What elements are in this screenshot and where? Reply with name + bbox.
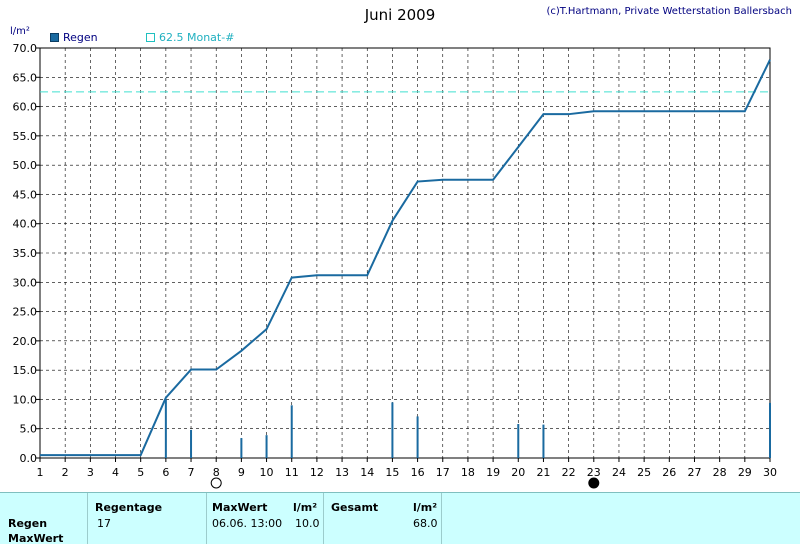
x-tick-label: 24 (612, 466, 626, 479)
rain-bar (164, 399, 167, 458)
maxwert-unit: l/m² (293, 501, 318, 514)
y-tick-label: 0.0 (20, 452, 38, 465)
stats-divider (87, 493, 88, 544)
stats-divider (323, 493, 324, 544)
x-tick-label: 29 (738, 466, 752, 479)
x-tick-label: 7 (188, 466, 195, 479)
y-tick-label: 25.0 (13, 306, 38, 319)
credit-text: (c)T.Hartmann, Private Wetterstation Bal… (546, 6, 792, 17)
x-tick-label: 5 (137, 466, 144, 479)
legend-swatch-regen (50, 33, 59, 42)
x-tick-label: 17 (436, 466, 450, 479)
x-tick-label: 28 (713, 466, 727, 479)
rain-bar (265, 435, 268, 458)
maxwert-label: MaxWert (212, 501, 268, 514)
rain-bar (391, 402, 394, 458)
stats-row-label-regen: Regen (8, 517, 48, 530)
x-tick-label: 15 (385, 466, 399, 479)
y-tick-label: 55.0 (13, 130, 38, 143)
x-tick-label: 6 (162, 466, 169, 479)
y-tick-label: 50.0 (13, 159, 38, 172)
x-tick-label: 19 (486, 466, 500, 479)
legend-label-monat: 62.5 Monat-# (159, 31, 235, 44)
x-tick-label: 4 (112, 466, 119, 479)
x-tick-label: 21 (536, 466, 550, 479)
y-tick-label: 65.0 (13, 71, 38, 84)
chart-title: Juni 2009 (364, 6, 436, 24)
rain-bar (290, 405, 293, 458)
stats-divider (206, 493, 207, 544)
x-tick-label: 13 (335, 466, 349, 479)
rain-chart: 0.0 5.0 10.0 15.0 20.0 25.0 30.0 35.0 40.0 45.0 50… (13, 42, 777, 489)
rain-bar (542, 424, 545, 458)
gesamt-label: Gesamt (331, 501, 379, 514)
maxwert-time: 06.06. 13:00 (212, 517, 283, 530)
x-tick-label: 23 (587, 466, 601, 479)
gesamt-unit: l/m² (413, 501, 438, 514)
rain-bar (416, 416, 419, 458)
y-axis-unit: l/m² (10, 26, 30, 37)
y-tick-label: 35.0 (13, 247, 38, 260)
legend-item-regen: Regen (50, 31, 98, 44)
legend-swatch-monat (146, 33, 155, 42)
y-tick-label: 5.0 (20, 423, 38, 436)
rain-bar (190, 429, 193, 458)
x-tick-label: 20 (511, 466, 525, 479)
y-tick-label: 40.0 (13, 218, 38, 231)
x-tick-label: 14 (360, 466, 374, 479)
regentage-label: Regentage (95, 501, 163, 514)
x-tick-label: 2 (62, 466, 69, 479)
x-tick-label: 26 (662, 466, 676, 479)
x-tick-label: 22 (562, 466, 576, 479)
x-tick-label: 16 (411, 466, 425, 479)
y-tick-label: 20.0 (13, 335, 38, 348)
x-tick-label: 1 (37, 466, 44, 479)
stats-divider (441, 493, 442, 544)
maxwert-value: 10.0 (295, 517, 320, 530)
x-tick-label: 9 (238, 466, 245, 479)
y-tick-label: 70.0 (13, 42, 38, 55)
new-moon-marker (588, 477, 600, 489)
x-tick-label: 8 (213, 466, 220, 479)
x-tick-label: 27 (687, 466, 701, 479)
x-tick-label: 25 (637, 466, 651, 479)
y-tick-label: 10.0 (13, 393, 38, 406)
stats-row-label-maxwert: MaxWert (8, 532, 64, 545)
y-tick-label: 60.0 (13, 101, 38, 114)
stats-panel: Regen MaxWert Regentage 17 MaxWert l/m² … (0, 492, 800, 545)
regentage-value: 17 (97, 517, 111, 530)
rain-bar (240, 438, 243, 458)
gesamt-value: 68.0 (413, 517, 438, 530)
x-tick-label: 30 (763, 466, 777, 479)
y-tick-label: 30.0 (13, 276, 38, 289)
x-tick-label: 3 (87, 466, 94, 479)
legend-label-regen: Regen (63, 31, 98, 44)
x-tick-label: 12 (310, 466, 324, 479)
rain-bar (769, 402, 771, 458)
x-tick-label: 10 (260, 466, 274, 479)
legend-item-monat: 62.5 Monat-# (146, 31, 234, 44)
x-tick-label: 11 (285, 466, 299, 479)
rain-bar (517, 424, 520, 458)
full-moon-marker (210, 477, 222, 489)
y-tick-label: 45.0 (13, 188, 38, 201)
x-tick-label: 18 (461, 466, 475, 479)
y-tick-label: 15.0 (13, 364, 38, 377)
cumulative-rain-line (40, 59, 771, 457)
